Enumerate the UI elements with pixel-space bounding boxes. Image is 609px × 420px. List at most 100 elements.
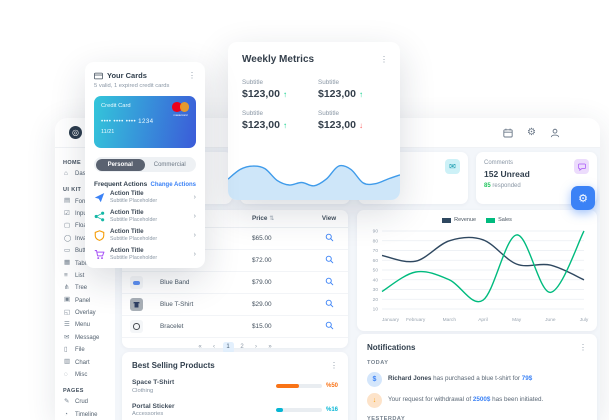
notification-text: Richard Jones has purchased a blue t-shi… xyxy=(388,375,532,383)
notification-group: TODAY Richard Jones has purchased a blue… xyxy=(367,360,587,408)
profile-icon[interactable] xyxy=(550,128,560,138)
notification-icon xyxy=(367,372,382,387)
metric-label: Subtitle xyxy=(242,79,314,86)
sidebar-item[interactable]: Chart xyxy=(55,356,115,368)
view-product-button[interactable] xyxy=(325,299,334,308)
metric-value: $123,00 xyxy=(242,119,280,131)
sidebar-item-icon xyxy=(64,285,71,292)
sidebar-item-label: Tree xyxy=(75,285,87,291)
y-axis-tick-label: 70 xyxy=(373,248,379,254)
sidebar-item-label: Message xyxy=(75,335,99,341)
sidebar-item[interactable]: Overlay xyxy=(55,307,115,319)
view-product-button[interactable] xyxy=(325,321,334,330)
pagination-button[interactable]: 1 xyxy=(223,342,234,353)
sidebar-item-icon xyxy=(64,260,71,267)
sidebar-item[interactable]: Tree xyxy=(55,282,115,294)
sidebar-item-icon xyxy=(64,211,71,218)
kebab-menu-icon[interactable]: ⋮ xyxy=(380,56,388,64)
table-row: Blue Band $79.00 xyxy=(122,272,348,294)
settings-gear-icon[interactable]: ⚙ xyxy=(527,128,536,138)
action-row[interactable]: Action TitleSubtitle Placeholder › xyxy=(94,226,196,245)
pagination-button[interactable]: « xyxy=(195,342,206,353)
sidebar-item[interactable]: Misc xyxy=(55,369,115,381)
sidebar-item[interactable]: Menu xyxy=(55,319,115,331)
best-selling-item: Space T-Shirt Clothing %50 xyxy=(132,379,338,394)
metric-label: Subtitle xyxy=(318,110,390,117)
kebab-menu-icon[interactable]: ⋮ xyxy=(188,72,196,80)
responded-count: 85 xyxy=(484,183,491,189)
action-row[interactable]: Action TitleSubtitle Placeholder › xyxy=(94,245,196,264)
sidebar-item-icon xyxy=(64,310,71,317)
credit-card-number: •••• •••• •••• 1234 xyxy=(101,118,189,125)
legend-swatch xyxy=(486,218,495,223)
overview-chart-card: Revenue Sales 102030405060708090JanuaryFe… xyxy=(357,210,597,331)
change-actions-link[interactable]: Change Actions xyxy=(151,182,196,188)
view-product-button[interactable] xyxy=(325,233,334,242)
sidebar-item[interactable]: File xyxy=(55,344,115,356)
product-category: Clothing xyxy=(132,388,174,394)
toggle-commercial[interactable]: Commercial xyxy=(145,159,195,171)
sidebar-item[interactable]: Panel xyxy=(55,295,115,307)
sidebar-item[interactable]: List xyxy=(55,270,115,282)
best-selling-title: Best Selling Products xyxy=(132,361,215,370)
calendar-icon[interactable] xyxy=(503,128,513,138)
legend-label: Sales xyxy=(498,217,512,223)
pagination-button[interactable]: » xyxy=(265,342,276,353)
sidebar-item-label: Menu xyxy=(75,322,90,328)
trend-arrow-icon xyxy=(283,121,287,130)
sidebar-item-icon xyxy=(64,223,71,230)
pagination-button[interactable]: › xyxy=(251,342,262,353)
notification-group: YESTERDAY xyxy=(367,416,587,420)
product-category: Accessories xyxy=(132,411,175,417)
metric-label: Subtitle xyxy=(242,110,314,117)
sidebar-section: PAGES Crud Timeline Empty xyxy=(55,388,115,420)
send-icon xyxy=(94,192,105,203)
sidebar-item[interactable]: Message xyxy=(55,332,115,344)
sidebar-item-icon xyxy=(64,322,71,329)
sidebar-item-icon xyxy=(64,347,71,354)
view-product-button[interactable] xyxy=(325,255,334,264)
sidebar-item-icon xyxy=(64,297,71,304)
cart-icon xyxy=(94,249,105,260)
product-price: $15.00 xyxy=(252,323,316,330)
metric-value: $123,00 xyxy=(318,88,356,100)
metric-value: $123,00 xyxy=(318,119,356,131)
overview-chart-svg: 102030405060708090JanuaryFebruaryMarchAp… xyxy=(362,225,592,329)
legend-item[interactable]: Revenue xyxy=(442,217,476,223)
metric: Subtitle $123,00 xyxy=(242,110,314,131)
toggle-personal[interactable]: Personal xyxy=(96,159,146,171)
shield-icon xyxy=(94,230,105,241)
x-axis-tick-label: March xyxy=(443,317,457,323)
kebab-menu-icon[interactable]: ⋮ xyxy=(330,362,338,370)
notifications-title: Notifications xyxy=(367,343,415,352)
sidebar-item[interactable]: Crud xyxy=(55,396,115,408)
sidebar-item-icon xyxy=(64,399,71,406)
chevron-right-icon: › xyxy=(194,213,196,220)
notification-group-label: TODAY xyxy=(367,360,587,366)
mastercard-logo: mastercard xyxy=(172,102,189,117)
card-type-toggle: Personal Commercial xyxy=(94,157,196,172)
y-axis-tick-label: 30 xyxy=(373,287,379,293)
your-cards-subtitle: 5 valid, 1 expired credit cards xyxy=(94,83,196,89)
view-product-button[interactable] xyxy=(325,277,334,286)
product-name: Portal Sticker xyxy=(132,403,175,410)
legend-item[interactable]: Sales xyxy=(486,217,512,223)
action-row[interactable]: Action TitleSubtitle Placeholder › xyxy=(94,207,196,226)
config-gear-button[interactable]: ⚙ xyxy=(571,186,595,210)
sidebar-item[interactable]: Timeline xyxy=(55,409,115,420)
pagination-button[interactable]: 2 xyxy=(237,342,248,353)
column-header-price[interactable]: Price⇅ xyxy=(252,215,316,222)
chevron-right-icon: › xyxy=(194,194,196,201)
trend-arrow-icon xyxy=(283,90,287,99)
weekly-metrics-title: Weekly Metrics xyxy=(242,54,314,65)
weekly-trend-chart xyxy=(228,152,400,200)
notification-item: Richard Jones has purchased a blue t-shi… xyxy=(367,372,587,387)
pagination-button[interactable]: ‹ xyxy=(209,342,220,353)
action-row[interactable]: Action TitleSubtitle Placeholder › xyxy=(94,188,196,207)
notification-amount: 79$ xyxy=(522,375,533,382)
sidebar-item-label: Misc xyxy=(75,372,87,378)
kebab-menu-icon[interactable]: ⋮ xyxy=(579,344,587,352)
weekly-metrics-panel: Weekly Metrics ⋮ Subtitle $123,00 Subtit… xyxy=(228,42,400,200)
notification-item: Your request for withdrawal of 2500$ has… xyxy=(367,393,587,408)
progress-track xyxy=(276,384,322,388)
